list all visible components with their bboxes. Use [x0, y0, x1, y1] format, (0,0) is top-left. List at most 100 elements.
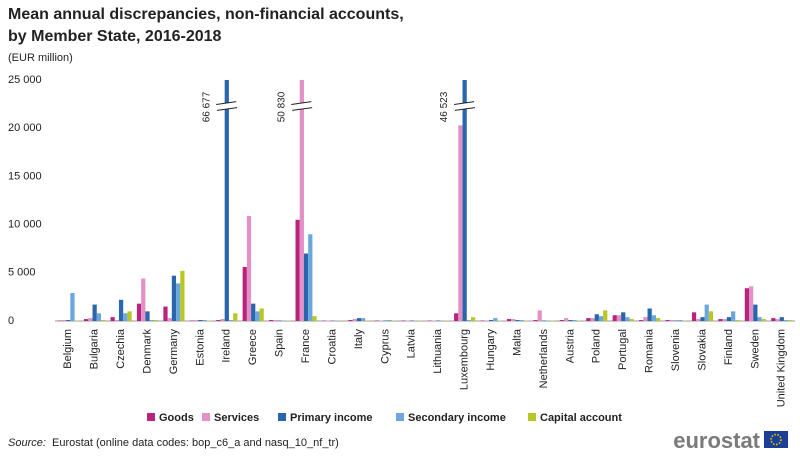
bar — [136, 303, 142, 321]
legend-swatch — [396, 413, 404, 421]
bar — [761, 319, 766, 321]
bar — [163, 306, 168, 321]
bar — [176, 283, 181, 321]
bar — [647, 308, 652, 321]
bar — [731, 311, 736, 321]
bar — [242, 267, 247, 321]
break-line — [454, 107, 476, 111]
bar — [100, 320, 106, 321]
bar — [273, 320, 278, 321]
bar — [96, 313, 101, 321]
bar — [348, 320, 353, 321]
logo-stars — [770, 433, 782, 446]
bar — [771, 318, 776, 321]
bar — [669, 320, 674, 321]
bar — [470, 317, 476, 321]
source-label: Source: — [8, 437, 46, 449]
bar — [251, 303, 256, 321]
bar — [303, 253, 309, 321]
x-tick-label: Portugal — [617, 329, 629, 370]
bar — [603, 310, 608, 321]
bar — [594, 314, 599, 321]
bar — [127, 311, 132, 321]
break-line — [291, 101, 312, 105]
bar — [744, 288, 750, 321]
bar — [167, 318, 172, 321]
x-tick-label: Cyprus — [379, 329, 391, 364]
bar — [506, 319, 512, 321]
legend-label: Goods — [159, 412, 194, 424]
bar — [757, 317, 762, 321]
bar — [718, 319, 723, 321]
bar — [153, 320, 159, 321]
bar — [198, 320, 203, 321]
bar — [387, 320, 392, 321]
legend-label: Services — [214, 412, 259, 424]
bar — [66, 320, 71, 321]
bar — [462, 80, 467, 321]
bar — [586, 318, 591, 321]
chart-title: by Member State, 2016-2018 — [8, 28, 222, 45]
x-tick-label: Slovakia — [696, 328, 708, 370]
bar — [84, 319, 89, 321]
break-line — [216, 107, 238, 111]
y-tick-label: 10 000 — [8, 219, 42, 231]
bar — [114, 320, 119, 321]
bar — [216, 320, 221, 321]
bar — [625, 317, 630, 321]
bar — [356, 318, 362, 321]
bar — [639, 320, 644, 321]
value-label: 50 830 — [276, 91, 287, 122]
x-tick-label: Czechia — [115, 328, 127, 369]
y-tick-label: 25 000 — [8, 74, 42, 86]
bar — [700, 317, 705, 321]
bar — [691, 312, 697, 321]
bar — [88, 318, 93, 321]
y-tick-label: 5 000 — [8, 267, 36, 279]
bar — [180, 270, 185, 321]
bar — [299, 80, 304, 321]
bar — [466, 320, 471, 321]
x-tick-label: Luxembourg — [459, 329, 471, 390]
bar — [515, 320, 520, 321]
bar — [361, 318, 366, 321]
x-tick-label: Estonia — [194, 328, 206, 366]
x-tick-label: Finland — [723, 329, 735, 365]
bar — [779, 317, 784, 321]
legend-swatch — [528, 413, 536, 421]
bar — [678, 320, 683, 321]
bar — [352, 319, 357, 321]
x-tick-label: Netherlands — [538, 329, 550, 389]
bar — [246, 215, 252, 321]
bar — [493, 318, 498, 321]
legend-swatch — [278, 413, 286, 421]
bar — [749, 286, 754, 321]
y-tick-label: 20 000 — [8, 122, 42, 134]
x-tick-label: Sweden — [749, 329, 761, 369]
bar — [708, 311, 714, 321]
bar — [224, 80, 229, 321]
bar — [783, 320, 789, 321]
x-tick-label: Ireland — [221, 329, 233, 363]
bar — [308, 234, 313, 321]
bar — [533, 320, 538, 321]
legend-swatch — [147, 413, 155, 421]
bar — [255, 311, 260, 321]
bar — [519, 320, 524, 321]
x-tick-label: Bulgaria — [89, 328, 101, 369]
bar — [537, 310, 542, 321]
bar — [141, 278, 146, 321]
bar — [665, 320, 670, 321]
logo: eurostat — [673, 428, 760, 453]
legend-label: Primary income — [290, 412, 373, 424]
bar — [655, 318, 661, 321]
bar — [598, 316, 604, 321]
bar — [220, 319, 225, 321]
bar — [259, 308, 264, 321]
break-line — [454, 101, 475, 105]
bar — [722, 319, 727, 321]
logo-flag — [764, 431, 788, 448]
x-tick-label: Croatia — [326, 328, 338, 364]
legend-swatch — [202, 413, 210, 421]
x-tick-label: Lithuania — [432, 328, 444, 374]
